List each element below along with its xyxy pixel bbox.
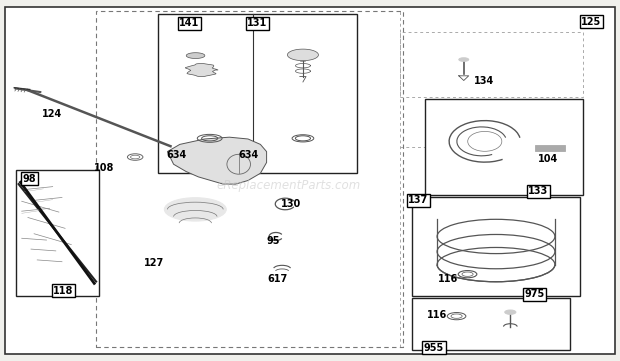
Bar	[536, 145, 565, 151]
Bar	[412, 197, 580, 296]
Text: 116: 116	[438, 274, 458, 284]
Text: 124: 124	[42, 109, 63, 119]
Text: 141: 141	[179, 18, 199, 29]
Bar	[412, 298, 570, 350]
Text: 634: 634	[239, 150, 259, 160]
Text: 131: 131	[247, 18, 267, 29]
Text: 975: 975	[525, 289, 544, 299]
Text: 134: 134	[474, 76, 494, 86]
Text: 130: 130	[281, 199, 301, 209]
Text: 118: 118	[53, 286, 73, 296]
Text: 125: 125	[582, 17, 601, 27]
Text: 127: 127	[144, 258, 164, 268]
Bar	[425, 99, 583, 195]
Ellipse shape	[505, 310, 516, 314]
Bar	[400, 32, 583, 97]
Ellipse shape	[459, 58, 469, 61]
Text: 617: 617	[268, 274, 288, 284]
Bar	[16, 170, 99, 296]
Ellipse shape	[164, 198, 226, 221]
Polygon shape	[167, 137, 267, 184]
Text: 104: 104	[538, 154, 559, 164]
Text: 133: 133	[528, 186, 548, 196]
Text: 116: 116	[427, 310, 447, 320]
Text: 955: 955	[424, 343, 444, 353]
Text: 634: 634	[166, 150, 187, 160]
Text: 98: 98	[23, 174, 37, 184]
Text: 95: 95	[267, 236, 280, 246]
Polygon shape	[288, 49, 319, 61]
Polygon shape	[186, 53, 205, 58]
Text: eReplacementParts.com: eReplacementParts.com	[216, 179, 360, 192]
Text: 108: 108	[94, 163, 115, 173]
Text: 137: 137	[409, 195, 428, 205]
Polygon shape	[185, 64, 218, 77]
Bar	[96, 11, 403, 347]
Bar	[158, 14, 356, 173]
